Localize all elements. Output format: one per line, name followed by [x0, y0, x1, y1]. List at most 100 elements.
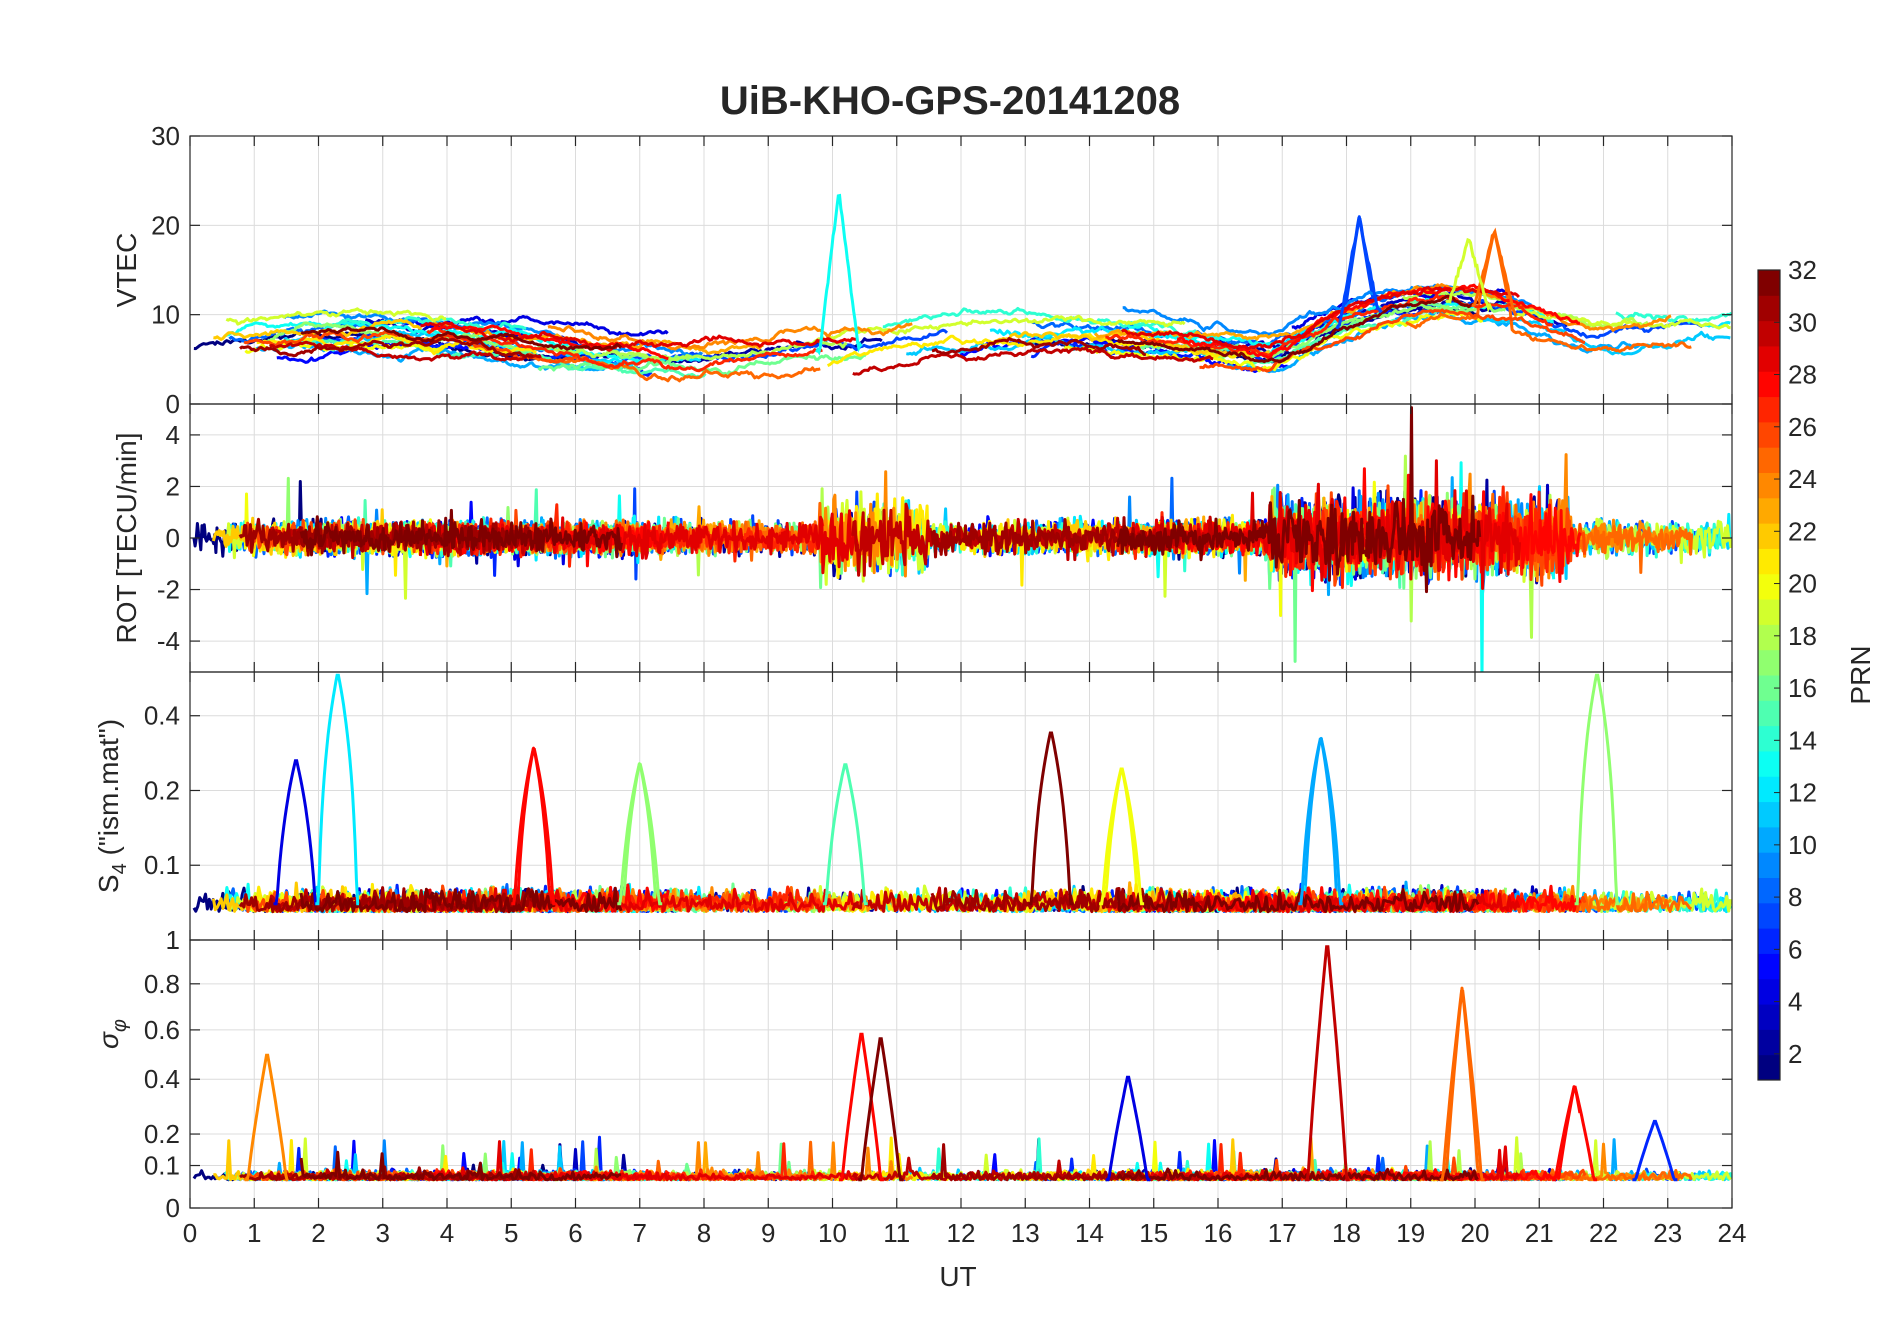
panel-2-ticks: [189, 404, 1733, 672]
y-tick-label: 0.1: [144, 850, 180, 880]
trace-prn-19: [1513, 310, 1731, 330]
y-tick-label: 0.6: [144, 1015, 180, 1045]
peak-prn-17: [617, 763, 663, 906]
peak-prn-7: [1335, 216, 1383, 330]
colorbar-tick-label: 16: [1788, 673, 1817, 703]
trace-prn-32: [299, 886, 623, 914]
colorbar-swatch: [1758, 624, 1780, 651]
peak-prn-6: [1632, 1119, 1678, 1182]
x-tick-label: 3: [376, 1218, 390, 1248]
trace-prn-19: [225, 307, 447, 326]
trace-prn-31: [930, 887, 1148, 913]
colorbar-swatch: [1758, 700, 1780, 727]
y-tick-label: -2: [157, 575, 180, 605]
trace-prn-31: [931, 337, 1147, 357]
peak-prn-28: [838, 1032, 884, 1182]
trace-prn-18: [553, 339, 848, 362]
y-tick-label: 4: [166, 420, 180, 450]
x-tick-label: 1: [247, 1218, 261, 1248]
x-tick-label: 13: [1011, 1218, 1040, 1248]
peak-prn-19: [1445, 237, 1493, 313]
colorbar-label: PRN: [1845, 645, 1876, 704]
colorbar-swatch: [1758, 295, 1780, 322]
colorbar-swatch: [1758, 320, 1780, 347]
peak-prn-4: [1105, 1075, 1151, 1182]
colorbar-swatch: [1758, 1029, 1780, 1056]
peak-prn-24: [244, 1053, 289, 1182]
colorbar-tick-label: 14: [1788, 725, 1817, 755]
y-axis-label: ROT [TECU/min]: [111, 432, 142, 643]
colorbar-tick-label: 22: [1788, 516, 1817, 546]
x-tick-label: 23: [1653, 1218, 1682, 1248]
peak-prn-12: [315, 673, 360, 906]
colorbar-swatch: [1758, 750, 1780, 777]
peak-prn-4: [273, 759, 318, 906]
colorbar-swatch: [1758, 396, 1780, 423]
colorbar-swatch: [1758, 902, 1780, 929]
colorbar-tick-label: 4: [1788, 987, 1802, 1017]
y-tick-label: 1: [166, 925, 180, 955]
x-tick-label: 9: [761, 1218, 775, 1248]
peak-prn-20: [1099, 767, 1145, 906]
x-tick-label: 10: [818, 1218, 847, 1248]
colorbar-swatch: [1758, 978, 1780, 1005]
colorbar-swatch: [1758, 1054, 1780, 1081]
x-axis-label: UT: [939, 1261, 976, 1292]
colorbar-swatch: [1758, 877, 1780, 904]
colorbar-tick-label: 32: [1788, 255, 1817, 285]
peak-prn-15: [822, 763, 868, 906]
panel-3-traces: [192, 673, 1732, 914]
colorbar-swatch: [1758, 599, 1780, 625]
colorbar-tick-label: 8: [1788, 882, 1802, 912]
colorbar-tick-label: 30: [1788, 307, 1817, 337]
peak-prn-10: [1298, 737, 1344, 906]
y-tick-label: 0: [166, 1193, 180, 1223]
peak-prn-32: [1028, 731, 1074, 906]
colorbar-swatch: [1758, 852, 1780, 878]
colorbar-tick-label: 20: [1788, 569, 1817, 599]
colorbar-swatch: [1758, 497, 1780, 524]
colorbar-swatch: [1758, 928, 1780, 954]
x-tick-label: 19: [1396, 1218, 1425, 1248]
peak-prn-28: [511, 748, 557, 906]
colorbar-swatch: [1758, 826, 1780, 853]
trace-prn-32: [299, 1150, 622, 1182]
y-tick-label: 20: [151, 210, 180, 240]
panel-1-traces: [193, 193, 1732, 383]
trace-prn-32: [1116, 294, 1479, 364]
colorbar-tick-label: 18: [1788, 621, 1817, 651]
x-tick-label: 20: [1461, 1218, 1490, 1248]
x-tick-label: 21: [1525, 1218, 1554, 1248]
panel-4-traces: [192, 945, 1732, 1182]
colorbar-tick-label: 28: [1788, 360, 1817, 390]
y-tick-label: -4: [157, 626, 180, 656]
trace-prn-14: [1615, 311, 1732, 324]
colorbar-tick-label: 6: [1788, 934, 1802, 964]
y-tick-label: 0.4: [144, 701, 180, 731]
panel-4: 0 0.10.2 0.4 0.6 0.8 1 σφ: [93, 925, 1733, 1223]
panel-2: -4 -2 0 2 4 ROT [TECU/min]: [111, 403, 1733, 673]
trace-prn-31: [930, 1143, 1148, 1182]
x-tick-label: 7: [633, 1218, 647, 1248]
panel-1-ticks: [189, 135, 1733, 405]
x-tick-label: 2: [311, 1218, 325, 1248]
colorbar-tick-label: 26: [1788, 412, 1817, 442]
peak-prn-28: [1552, 1085, 1598, 1182]
x-tick-label: 12: [947, 1218, 976, 1248]
x-tick-label: 22: [1589, 1218, 1618, 1248]
peak-prn-17: [1574, 673, 1620, 906]
x-tick-label: 24: [1718, 1218, 1747, 1248]
trace-prn-30: [852, 346, 1214, 376]
trace-prn-27: [426, 325, 823, 373]
colorbar-swatch: [1758, 573, 1780, 600]
trace-prn-23: [431, 322, 764, 355]
panel-3-ticks: [189, 672, 1733, 940]
trace-prn-32: [1116, 887, 1480, 914]
x-tick-label: 17: [1268, 1218, 1297, 1248]
trace-prn-30: [268, 340, 542, 362]
colorbar-swatch: [1758, 776, 1780, 803]
y-axis-label: VTEC: [111, 233, 142, 308]
y-tick-label: 0: [166, 389, 180, 419]
